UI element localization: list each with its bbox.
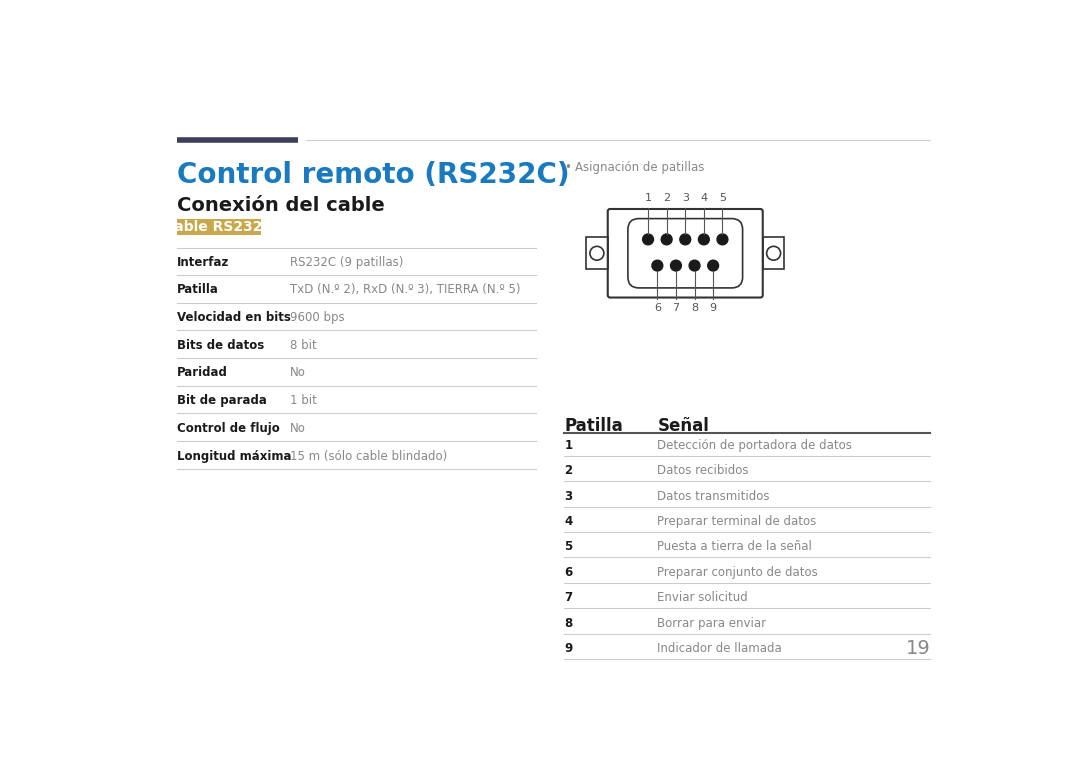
Text: 8 bit: 8 bit bbox=[291, 339, 316, 352]
Text: 7: 7 bbox=[673, 304, 679, 314]
Text: 8: 8 bbox=[691, 304, 698, 314]
Text: Longitud máxima: Longitud máxima bbox=[177, 449, 292, 462]
Text: No: No bbox=[291, 422, 306, 435]
Text: Interfaz: Interfaz bbox=[177, 256, 229, 269]
Text: 7: 7 bbox=[565, 591, 572, 604]
Circle shape bbox=[661, 234, 672, 245]
Circle shape bbox=[717, 234, 728, 245]
Text: RS232C (9 patillas): RS232C (9 patillas) bbox=[291, 256, 403, 269]
Text: 5: 5 bbox=[719, 193, 726, 203]
Text: 5: 5 bbox=[565, 540, 572, 553]
Circle shape bbox=[689, 260, 700, 271]
Text: Asignación de patillas: Asignación de patillas bbox=[576, 161, 704, 174]
Text: Paridad: Paridad bbox=[177, 366, 228, 379]
Text: Control de flujo: Control de flujo bbox=[177, 422, 280, 435]
Text: Enviar solicitud: Enviar solicitud bbox=[658, 591, 748, 604]
Text: 15 m (sólo cable blindado): 15 m (sólo cable blindado) bbox=[291, 449, 447, 462]
Text: 9: 9 bbox=[565, 642, 572, 655]
Text: Datos recibidos: Datos recibidos bbox=[658, 464, 748, 477]
Circle shape bbox=[707, 260, 718, 271]
Text: Puesta a tierra de la señal: Puesta a tierra de la señal bbox=[658, 540, 812, 553]
Text: TxD (N.º 2), RxD (N.º 3), TIERRA (N.º 5): TxD (N.º 2), RxD (N.º 3), TIERRA (N.º 5) bbox=[291, 283, 521, 296]
Text: 9: 9 bbox=[710, 304, 717, 314]
Text: 2: 2 bbox=[663, 193, 671, 203]
Text: 1: 1 bbox=[645, 193, 651, 203]
Circle shape bbox=[699, 234, 710, 245]
Text: Preparar conjunto de datos: Preparar conjunto de datos bbox=[658, 566, 819, 579]
Circle shape bbox=[643, 234, 653, 245]
Text: No: No bbox=[291, 366, 306, 379]
Text: 3: 3 bbox=[565, 490, 572, 503]
Text: 6: 6 bbox=[653, 304, 661, 314]
Text: 19: 19 bbox=[905, 639, 930, 658]
Text: 4: 4 bbox=[565, 515, 572, 528]
Text: 3: 3 bbox=[681, 193, 689, 203]
Text: Velocidad en bits: Velocidad en bits bbox=[177, 311, 291, 324]
Text: Control remoto (RS232C): Control remoto (RS232C) bbox=[177, 161, 569, 189]
Text: 4: 4 bbox=[700, 193, 707, 203]
Text: Borrar para enviar: Borrar para enviar bbox=[658, 617, 767, 629]
Text: Detección de portadora de datos: Detección de portadora de datos bbox=[658, 439, 852, 452]
Circle shape bbox=[679, 234, 691, 245]
Text: Bit de parada: Bit de parada bbox=[177, 394, 267, 407]
Text: Conexión del cable: Conexión del cable bbox=[177, 195, 384, 214]
Text: Patilla: Patilla bbox=[565, 417, 623, 435]
Text: 6: 6 bbox=[565, 566, 572, 579]
Text: 1 bit: 1 bit bbox=[291, 394, 316, 407]
FancyBboxPatch shape bbox=[177, 220, 260, 235]
Text: Preparar terminal de datos: Preparar terminal de datos bbox=[658, 515, 816, 528]
Text: •: • bbox=[565, 161, 571, 174]
Text: Señal: Señal bbox=[658, 417, 710, 435]
Text: 1: 1 bbox=[565, 439, 572, 452]
Text: Bits de datos: Bits de datos bbox=[177, 339, 265, 352]
Text: Cable RS232C: Cable RS232C bbox=[164, 220, 273, 234]
Text: Indicador de llamada: Indicador de llamada bbox=[658, 642, 782, 655]
Text: Datos transmitidos: Datos transmitidos bbox=[658, 490, 770, 503]
Text: 9600 bps: 9600 bps bbox=[291, 311, 345, 324]
Text: 8: 8 bbox=[565, 617, 572, 629]
Circle shape bbox=[671, 260, 681, 271]
Circle shape bbox=[652, 260, 663, 271]
Text: 2: 2 bbox=[565, 464, 572, 477]
Text: Patilla: Patilla bbox=[177, 283, 219, 296]
